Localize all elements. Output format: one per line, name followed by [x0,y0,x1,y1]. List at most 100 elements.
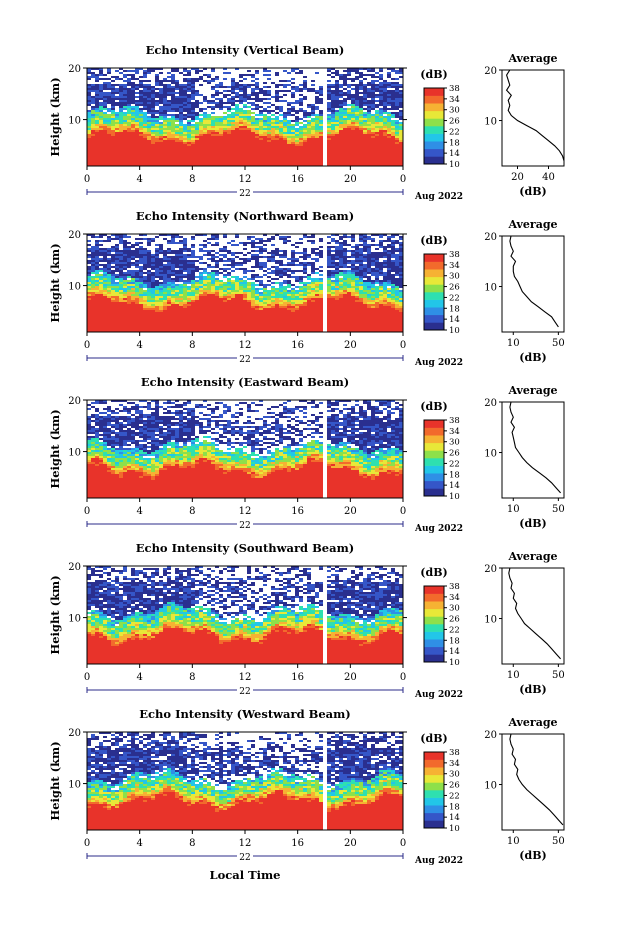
heatmap-cell [247,300,251,302]
heatmap-cell [227,138,231,140]
heatmap-cell [379,102,383,104]
heatmap-cell [351,156,355,158]
heatmap-cell [95,276,99,278]
heatmap-cell [163,250,167,252]
heatmap-cell [211,256,215,258]
heatmap-cell [171,304,175,306]
heatmap-cell [187,292,191,294]
heatmap-cell [99,146,103,148]
heatmap-cell [131,308,135,310]
heatmap-cell [243,320,247,322]
heatmap-cell [215,318,219,320]
heatmap-cell [399,146,403,148]
heatmap-cell [399,76,403,78]
heatmap-cell [191,324,195,326]
heatmap-cell [219,294,223,296]
heatmap-cell [155,290,159,292]
heatmap-cell [155,296,159,298]
heatmap-cell [279,134,283,136]
heatmap-cell [107,310,111,312]
heatmap-cell [335,112,339,114]
heatmap-cell [171,128,175,130]
heatmap-cell [95,320,99,322]
heatmap-cell [375,106,379,108]
heatmap-cell [135,106,139,108]
heatmap-cell [319,130,323,132]
heatmap-cell [135,322,139,324]
heatmap-cell [231,158,235,160]
heatmap-cell [191,140,195,142]
heatmap-cell [383,98,387,100]
heatmap-cell [143,328,147,330]
heatmap-cell [211,78,215,80]
heatmap-cell [263,82,267,84]
heatmap-cell [387,116,391,118]
heatmap-cell [199,152,203,154]
heatmap-cell [255,128,259,130]
heatmap-cell [379,120,383,122]
heatmap-cell [111,136,115,138]
heatmap-cell [231,296,235,298]
heatmap-cell [207,282,211,284]
heatmap-cell [87,294,91,296]
heatmap-cell [243,162,247,164]
heatmap-cell [87,118,91,120]
heatmap-cell [155,126,159,128]
heatmap-cell [91,314,95,316]
heatmap-cell [227,260,231,262]
heatmap-cell [171,100,175,102]
heatmap-cell [211,274,215,276]
heatmap-cell [107,96,111,98]
heatmap-cell [251,80,255,82]
heatmap-cell [387,82,391,84]
heatmap-cell [247,110,251,112]
heatmap-cell [123,294,127,296]
heatmap-cell [179,260,183,262]
heatmap-cell [107,324,111,326]
heatmap-cell [107,88,111,90]
heatmap-cell [99,148,103,150]
heatmap-cell [103,138,107,140]
heatmap-cell [215,92,219,94]
heatmap-cell [379,114,383,116]
heatmap-cell [235,112,239,114]
heatmap-cell [363,128,367,130]
heatmap-cell [111,250,115,252]
heatmap-cell [359,114,363,116]
heatmap-cell [179,242,183,244]
heatmap-cell [151,132,155,134]
heatmap-cell [275,122,279,124]
heatmap-cell [343,148,347,150]
heatmap-cell [99,288,103,290]
heatmap-cell [251,92,255,94]
heatmap-cell [331,92,335,94]
heatmap-cell [151,120,155,122]
heatmap-cell [319,160,323,162]
heatmap-cell [247,164,251,166]
heatmap-cell [231,298,235,300]
heatmap-cell [283,156,287,158]
heatmap-cell [379,136,383,138]
heatmap-cell [111,248,115,250]
heatmap-cell [179,102,183,104]
heatmap-cell [175,314,179,316]
heatmap-cell [199,306,203,308]
heatmap-cell [127,158,131,160]
heatmap-cell [211,288,215,290]
heatmap-cell [127,144,131,146]
heatmap-cell [111,312,115,314]
heatmap-cell [187,320,191,322]
heatmap-cell [135,274,139,276]
heatmap-cell [87,136,91,138]
heatmap-cell [211,318,215,320]
heatmap-cell [215,326,219,328]
heatmap-cell [335,110,339,112]
heatmap-cell [363,156,367,158]
heatmap-cell [331,136,335,138]
heatmap-cell [219,326,223,328]
heatmap-cell [191,88,195,90]
heatmap-cell [95,242,99,244]
heatmap-cell [87,248,91,250]
heatmap-cell [343,152,347,154]
heatmap-cell [259,310,263,312]
